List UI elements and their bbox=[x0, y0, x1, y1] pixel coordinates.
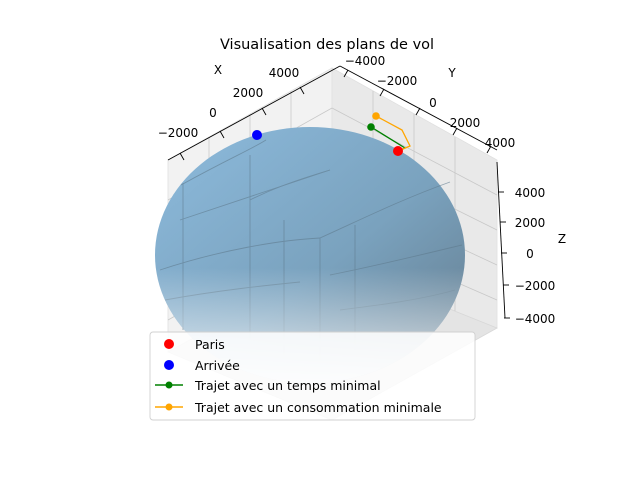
point-arrivee bbox=[252, 130, 262, 140]
earth-sphere bbox=[155, 127, 465, 383]
z-tick-label: 4000 bbox=[515, 186, 546, 200]
x-tick-label: 0 bbox=[209, 106, 217, 120]
legend-label-arrivee: Arrivée bbox=[195, 358, 240, 373]
z-tick-label: 2000 bbox=[515, 216, 546, 230]
legend-marker-min-time bbox=[165, 381, 173, 389]
path-min-time-point bbox=[367, 123, 375, 131]
legend-label-min-fuel: Trajet avec un consommation minimale bbox=[194, 400, 442, 415]
x-tick-label: 4000 bbox=[269, 66, 300, 80]
x-axis-label: X bbox=[214, 63, 222, 77]
z-tick-label: −4000 bbox=[515, 312, 556, 326]
legend-marker-min-fuel bbox=[165, 403, 173, 411]
z-tick-label: 0 bbox=[526, 247, 534, 261]
legend-label-min-time: Trajet avec un temps minimal bbox=[194, 378, 381, 393]
y-tick-label: 0 bbox=[429, 96, 437, 110]
x-tick-label: 2000 bbox=[233, 86, 264, 100]
chart-title: Visualisation des plans de vol bbox=[220, 37, 434, 53]
z-axis-label: Z bbox=[558, 232, 566, 246]
legend-label-paris: Paris bbox=[195, 337, 225, 352]
y-tick-label: −4000 bbox=[345, 54, 386, 68]
z-tick-label: −2000 bbox=[515, 279, 556, 293]
point-paris bbox=[393, 146, 403, 156]
path-min-fuel bbox=[375, 115, 411, 152]
y-tick-label: 2000 bbox=[450, 116, 481, 130]
y-axis-label: Y bbox=[447, 66, 456, 80]
y-tick-label: 4000 bbox=[485, 136, 516, 150]
x-tick-label: −2000 bbox=[158, 126, 199, 140]
legend-box bbox=[149, 331, 476, 421]
legend-marker-paris bbox=[164, 339, 174, 349]
y-tick-label: −2000 bbox=[377, 74, 418, 88]
path-min-fuel-point bbox=[372, 112, 380, 120]
legend-marker-arrivee bbox=[164, 360, 174, 370]
legend: Paris Arrivée Trajet avec un temps minim… bbox=[149, 331, 476, 421]
